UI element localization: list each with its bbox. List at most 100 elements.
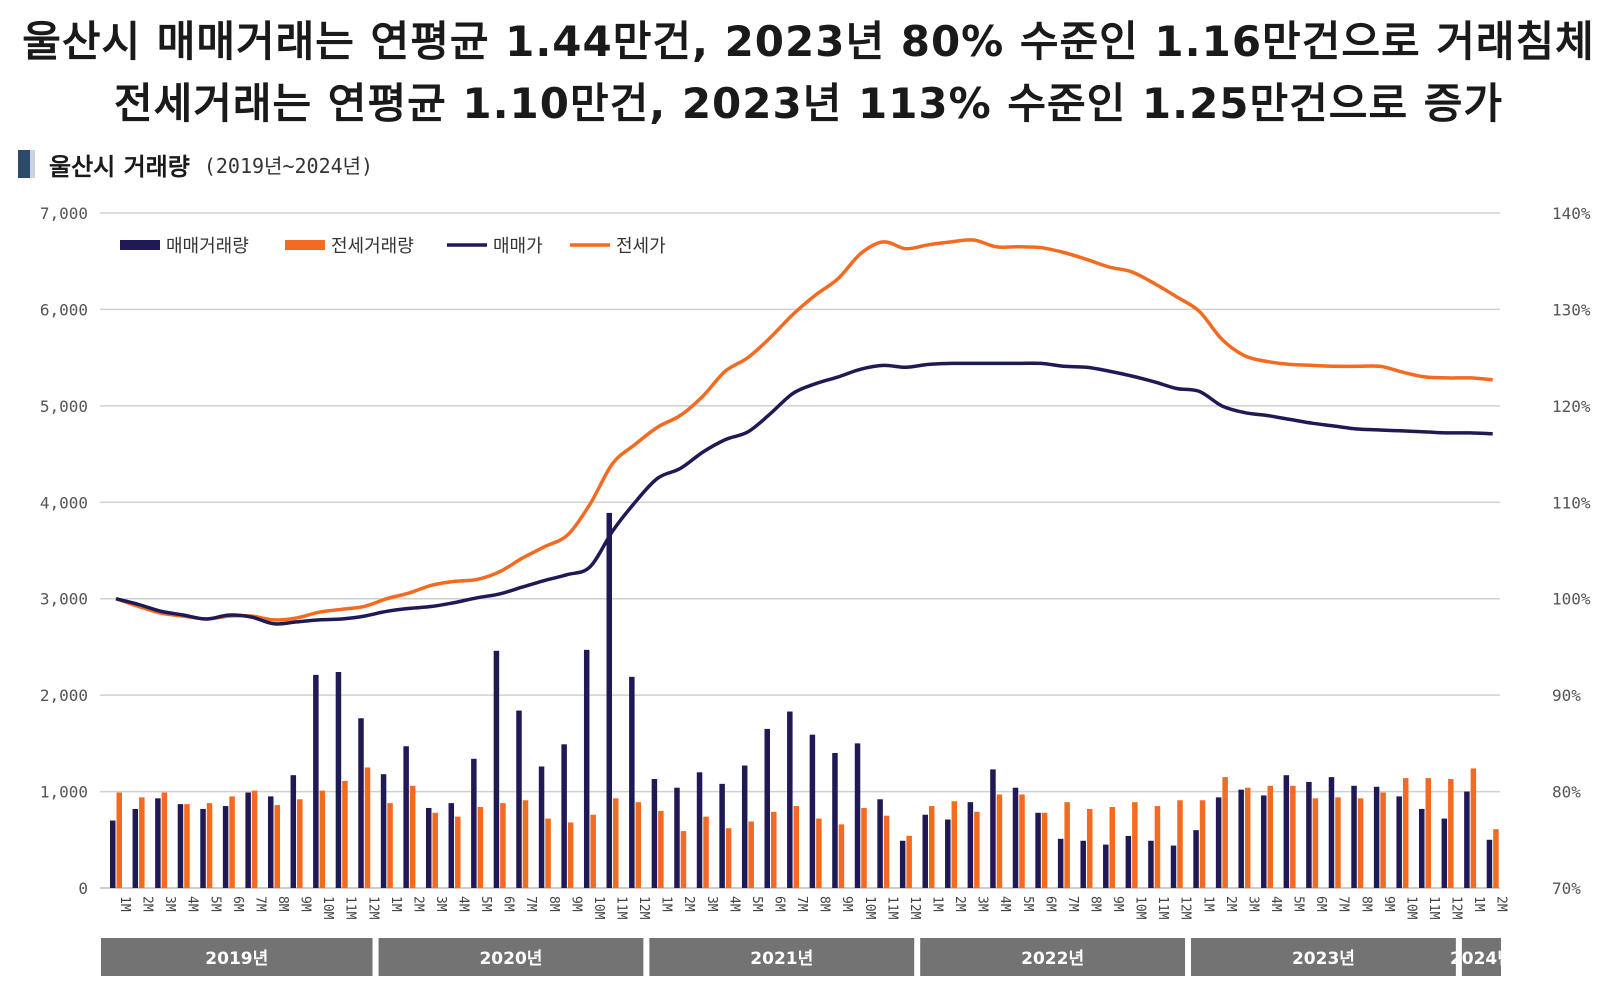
month-tick-label: 5M (478, 896, 493, 912)
year-label-box: 2024년 (1450, 938, 1513, 976)
jeonse-volume-bar (1064, 802, 1070, 888)
year-label-box: 2020년 (378, 938, 644, 976)
sale-volume-bar (809, 734, 816, 888)
jeonse-volume-bar (139, 797, 145, 888)
year-label-box: 2019년 (101, 938, 373, 976)
month-tick-label: 1M (929, 896, 944, 912)
month-tick-label: 2M (140, 896, 155, 912)
jeonse-volume-bar (1177, 800, 1183, 888)
jeonse-volume-bar (951, 801, 958, 888)
jeonse-volume-bar (477, 807, 484, 888)
sale-volume-bar (606, 512, 613, 888)
month-tick-label: 8M (817, 896, 832, 912)
jeonse-volume-bar (1425, 778, 1432, 888)
legend-swatch (120, 240, 160, 250)
jeonse-volume-bar (793, 806, 800, 888)
sale-volume-bar (741, 765, 748, 888)
legend-item: 매매가 (447, 236, 543, 257)
sale-volume-bar (1080, 840, 1086, 888)
month-tick-label: 9M (568, 896, 583, 912)
jeonse-volume-bar (297, 799, 303, 888)
sale-volume-bar (425, 807, 432, 888)
jeonse-volume-bar (229, 796, 235, 888)
month-tick-label: 1M (388, 896, 403, 912)
sale-volume-bar (1328, 777, 1335, 888)
month-tick-label: 7M (523, 896, 538, 912)
legend-item: 전세거래량 (285, 236, 414, 257)
headline-line-1: 울산시 매매거래는 연평균 1.44만건, 2023년 80% 수준인 1.16… (22, 17, 1595, 66)
year-label: 2019년 (205, 949, 268, 969)
sale-volume-bar (1351, 785, 1357, 888)
month-tick-label: 8M (275, 896, 290, 912)
month-tick-label: 8M (546, 896, 561, 912)
month-tick-label: 5M (1291, 896, 1306, 912)
sale-volume-bar (177, 804, 184, 888)
jeonse-volume-bar (725, 828, 732, 888)
sale-volume-bar (155, 798, 161, 888)
jeonse-volume-bar (522, 800, 529, 888)
sale-volume-bar (222, 806, 229, 888)
sale-price-line (115, 361, 1493, 626)
jeonse-volume-bar (364, 767, 371, 888)
jeonse-volume-bar (1493, 829, 1499, 888)
sale-volume-bar (651, 779, 658, 888)
month-tick-label: 2M (952, 896, 967, 912)
sale-volume-bar (448, 803, 455, 888)
sale-volume-bar (403, 746, 409, 888)
year-label: 2024년 (1450, 949, 1513, 969)
month-tick-label: 10M (591, 896, 606, 920)
month-tick-label: 11M (1155, 896, 1170, 920)
sale-volume-bar (787, 711, 793, 888)
jeonse-volume-bar (455, 816, 461, 888)
grid-lines (100, 212, 1500, 889)
sale-volume-bar (267, 796, 274, 888)
jeonse-volume-bar (816, 818, 822, 888)
jeonse-volume-bar (1019, 794, 1025, 888)
jeonse-volume-bar (613, 798, 619, 888)
month-tick-label: 3M (1245, 896, 1260, 912)
month-tick-label: 6M (230, 896, 245, 912)
sale-volume-bar (1441, 818, 1448, 888)
jeonse-volume-bar (861, 807, 867, 888)
sale-volume-bar (1103, 844, 1109, 888)
y-axis-left: 0 1,000 2,000 3,000 4,000 5,000 6,000 7,000 (40, 204, 88, 898)
jeonse-volume-bar (116, 792, 122, 888)
jeonse-volume-bar (251, 790, 258, 888)
month-tick-label: 11M (343, 896, 358, 920)
sale-volume-bar (132, 808, 139, 888)
sale-volume-bar (1012, 787, 1019, 888)
sale-volume-bar (1283, 775, 1290, 888)
month-tick-label: 8M (1358, 896, 1373, 912)
sale-volume-bar (245, 792, 251, 888)
sale-volume-bar (764, 728, 771, 888)
sale-volume-bar (1057, 838, 1064, 888)
month-tick-label: 10M (320, 896, 335, 920)
sale-volume-bar (1148, 840, 1154, 888)
month-tick-label: 9M (298, 896, 313, 912)
month-tick-label: 1M (1471, 896, 1486, 912)
month-tick-label: 4M (1268, 896, 1283, 912)
sale-volume-bar (493, 650, 500, 888)
sale-volume-bar (200, 808, 206, 888)
jeonse-volume-bar (1470, 768, 1477, 888)
sale-volume-bar (832, 753, 838, 888)
month-tick-label: 10M (862, 896, 877, 920)
jeonse-volume-bar (1041, 812, 1048, 888)
jeonse-volume-bar (680, 831, 687, 888)
jeonse-volume-bar (748, 821, 754, 888)
jeonse-volume-bar (342, 780, 348, 888)
month-tick-label: 5M (749, 896, 764, 912)
legend-swatch (285, 240, 325, 250)
sale-volume-bar (290, 775, 297, 888)
jeonse-volume-bar (1380, 792, 1386, 888)
month-tick-label: 6M (1313, 896, 1328, 912)
jeonse-volume-bar (161, 792, 168, 888)
year-label: 2023년 (1292, 949, 1355, 969)
jeonse-volume-bar (1267, 785, 1274, 888)
jeonse-volume-bar (1357, 798, 1364, 888)
jeonse-volume-bar (1448, 779, 1454, 888)
month-tick-label: 2M (1494, 896, 1509, 912)
sale-volume-bar (1373, 786, 1380, 888)
month-tick-label: 12M (365, 896, 380, 920)
sale-volume-bar (854, 743, 861, 888)
